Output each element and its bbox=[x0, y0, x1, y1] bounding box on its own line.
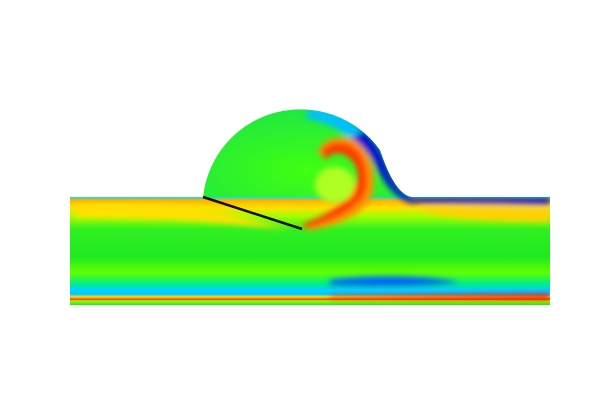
fluid-domain bbox=[70, 109, 550, 305]
vortex-core bbox=[303, 142, 367, 228]
inclined-plate bbox=[202, 195, 303, 231]
lower-red-streak bbox=[330, 294, 550, 299]
vortex-center bbox=[315, 167, 355, 203]
shear-layer bbox=[305, 109, 362, 138]
lower-blue-streak bbox=[330, 276, 460, 286]
vortex-outer bbox=[300, 137, 374, 230]
high-velocity-streak bbox=[420, 206, 550, 222]
inlet-streak bbox=[75, 204, 290, 230]
low-velocity-region bbox=[330, 112, 550, 205]
